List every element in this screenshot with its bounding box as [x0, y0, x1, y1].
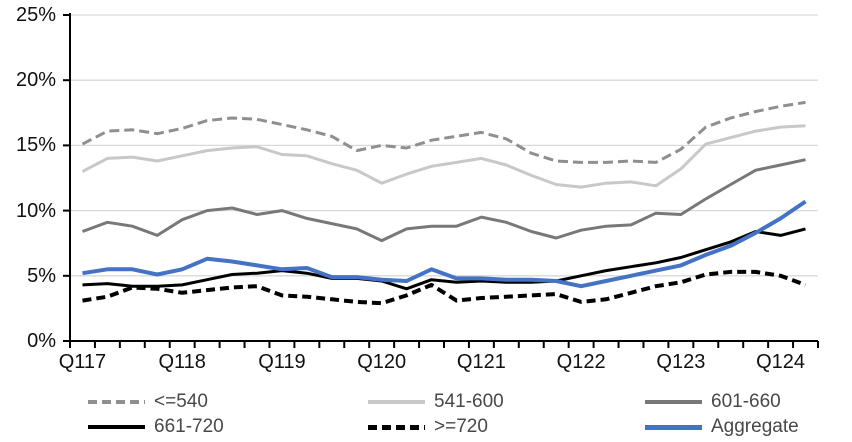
dark-gray-line-swatch [645, 400, 702, 404]
legend-item-gte720: >=720 [368, 415, 488, 439]
chart-legend: <=540 541-600 601-660 661-720 >=720 Aggr… [0, 386, 852, 442]
dashed-black-line-swatch [368, 424, 425, 430]
y-tick-label: 5% [27, 264, 56, 287]
legend-label: 661-720 [154, 416, 224, 437]
y-tick-label: 20% [15, 69, 56, 92]
legend-item-lte540: <=540 [88, 390, 208, 414]
legend-label: <=540 [154, 391, 208, 412]
legend-item-aggregate: Aggregate [645, 415, 799, 439]
dashed-gray-line-swatch [88, 400, 145, 404]
series-line-5 [82, 199, 807, 289]
series-line-4 [82, 269, 807, 306]
x-tick-label: Q120 [357, 351, 407, 373]
y-tick-label: 25% [15, 4, 56, 26]
blue-line-swatch [645, 424, 702, 430]
series-line-2 [81, 158, 806, 243]
x-tick-label: Q124 [756, 351, 806, 373]
x-tick-label: Q121 [456, 351, 506, 373]
legend-item-601-660: 601-660 [645, 390, 781, 414]
series-line-3 [82, 227, 806, 291]
x-tick-label: Q119 [258, 351, 306, 373]
legend-label: 601-660 [711, 391, 781, 412]
light-gray-line-swatch [368, 400, 425, 404]
x-tick-label: Q117 [58, 351, 107, 373]
legend-label: 541-600 [434, 391, 504, 412]
y-tick-label: 10% [15, 199, 56, 222]
x-tick-label: Q122 [556, 351, 606, 373]
legend-label: >=720 [434, 416, 488, 437]
x-tick-label: Q118 [158, 351, 206, 373]
series-line-1 [81, 124, 806, 189]
y-tick-label: 0% [27, 330, 56, 352]
x-tick-label: Q123 [656, 351, 706, 373]
y-tick-label: 15% [15, 134, 56, 157]
series-line-0 [81, 100, 806, 164]
black-line-swatch [88, 425, 145, 429]
legend-label: Aggregate [711, 416, 799, 437]
legend-item-541-600: 541-600 [368, 390, 504, 414]
legend-item-661-720: 661-720 [88, 415, 224, 439]
